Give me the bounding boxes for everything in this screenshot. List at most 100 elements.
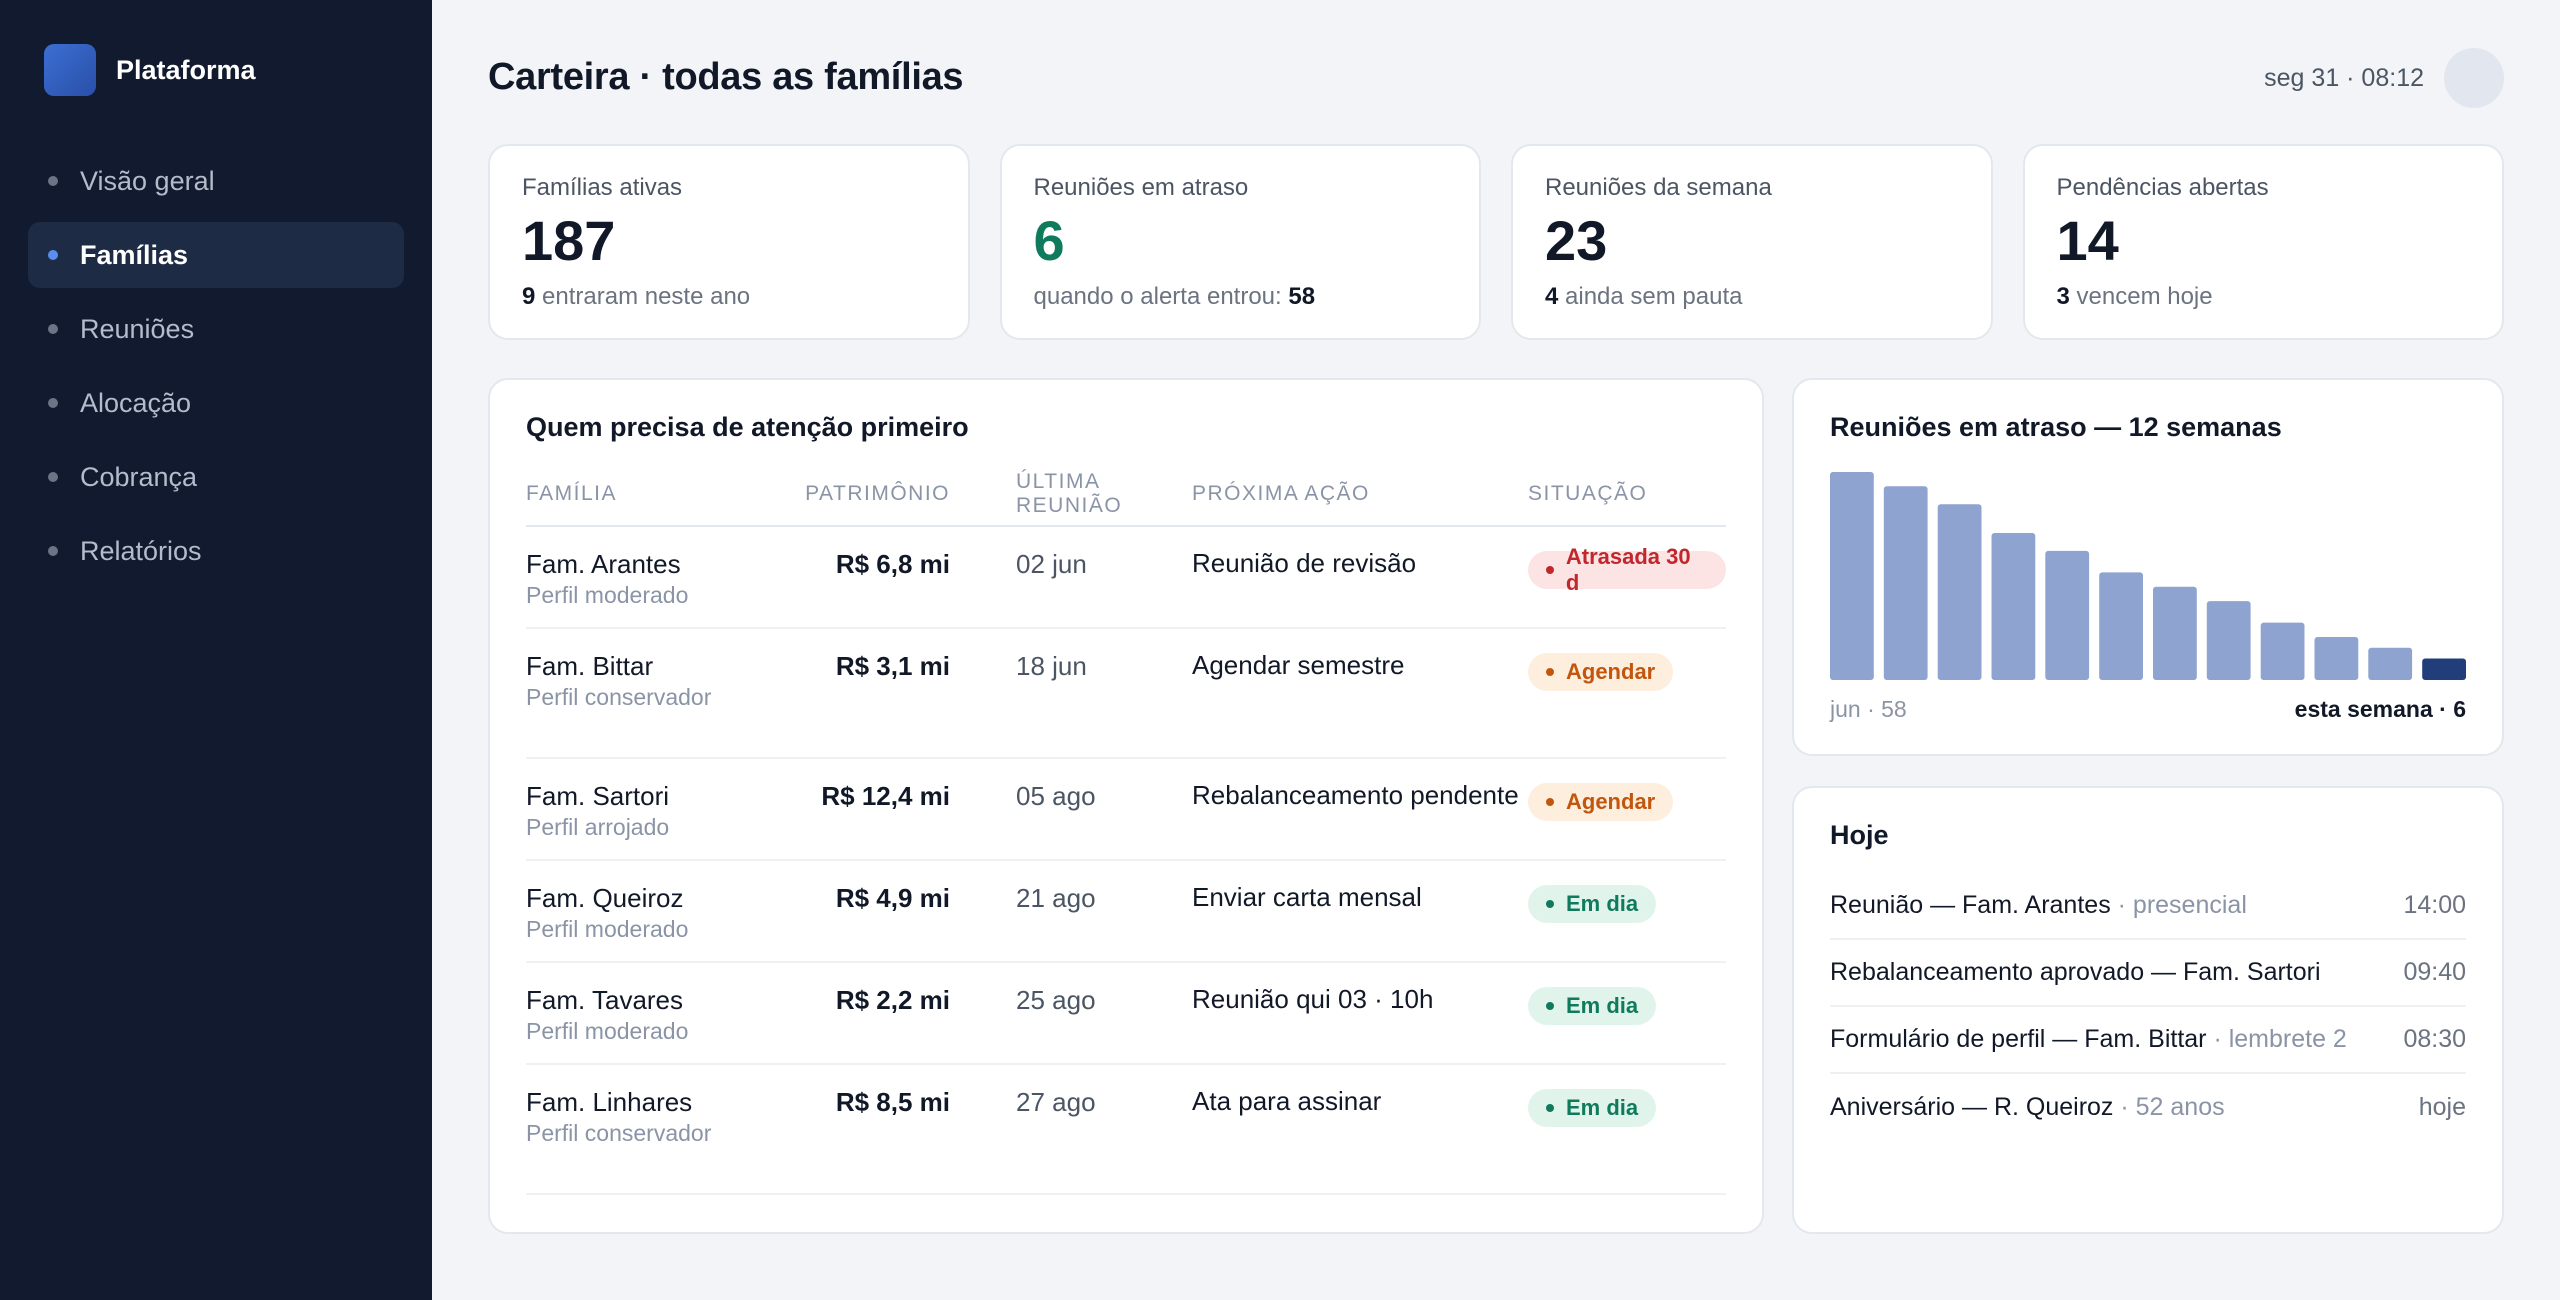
bullet-icon <box>48 324 58 334</box>
kpi-label: Pendências abertas <box>2056 174 2269 201</box>
last-meeting-cell: 21 ago <box>952 883 1152 961</box>
column-header-situacao[interactable]: Situação <box>1528 481 1648 505</box>
overdue-chart-panel: Reuniões em atraso — 12 semanas jun · 58… <box>1792 378 2504 756</box>
kpi-row: Famílias ativas 187 9 entraram neste ano… <box>488 144 2504 340</box>
next-action-cell: Reunião de revisão <box>1192 548 1528 627</box>
today-panel: Hoje Reunião — Fam. Arantes · presencial… <box>1792 786 2504 1234</box>
column-header-ultima-reuniao[interactable]: Última reunião <box>1016 469 1123 517</box>
last-meeting-date: 02 jun <box>1016 549 1087 579</box>
family-name[interactable]: Fam. Queiroz <box>526 883 684 913</box>
family-cell: Fam. Arantes Perfil moderado <box>526 549 736 627</box>
sidebar-item-visao-geral[interactable]: Visão geral <box>28 148 404 214</box>
bullet-icon <box>48 176 58 186</box>
wealth-value: R$ 2,2 mi <box>835 985 950 1015</box>
table-row[interactable]: Fam. Tavares Perfil moderado R$ 2,2 mi 25 a… <box>526 963 1726 1065</box>
page-title: Carteira · todas as famílias <box>488 56 964 98</box>
status-badge[interactable]: Em dia <box>1528 987 1657 1025</box>
sidebar-item-relatorios[interactable]: Relatórios <box>28 518 404 584</box>
today-item[interactable]: Reunião — Fam. Arantes · presencial 14:00 <box>1830 873 2466 940</box>
table-row[interactable]: Fam. Linhares Perfil conservador R$ 8,5 mi… <box>526 1065 1726 1195</box>
avatar[interactable] <box>2444 48 2504 108</box>
chart-start-label: jun · 58 <box>1830 696 1907 722</box>
family-name[interactable]: Fam. Sartori <box>526 781 670 811</box>
last-meeting-date: 25 ago <box>1016 985 1096 1015</box>
table-row[interactable]: Fam. Arantes Perfil moderado R$ 6,8 mi 02 j… <box>526 527 1726 629</box>
next-action-cell: Reunião qui 03 · 10h <box>1192 984 1528 1063</box>
bullet-icon <box>48 472 58 482</box>
status-badge[interactable]: Agendar <box>1528 783 1674 821</box>
today-item-note: · lembrete 2 <box>2206 1025 2347 1053</box>
last-meeting-cell: 18 jun <box>952 651 1152 757</box>
status-badge[interactable]: Atrasada 30 d <box>1528 544 1726 595</box>
kpi-card-pendencias[interactable]: Pendências abertas 14 3 vencem hoje <box>2022 144 2504 340</box>
family-profile: Perfil moderado <box>526 582 689 608</box>
table-row[interactable]: Fam. Sartori Perfil arrojado R$ 12,4 mi 05 … <box>526 759 1726 861</box>
brand[interactable]: Plataforma <box>44 44 256 96</box>
chart-bar-week-1[interactable] <box>1830 472 1874 680</box>
family-name[interactable]: Fam. Bittar <box>526 651 654 681</box>
kpi-sub-text: entraram neste ano <box>535 282 751 310</box>
panel-title: Quem precisa de atenção primeiro <box>526 412 969 442</box>
table-row[interactable]: Fam. Queiroz Perfil moderado R$ 4,9 mi 21 a… <box>526 861 1726 963</box>
kpi-value: 6 <box>1033 209 1065 272</box>
today-item[interactable]: Rebalanceamento aprovado — Fam. Sartori 0… <box>1830 940 2466 1007</box>
next-action-cell: Agendar semestre <box>1192 650 1528 757</box>
kpi-card-reunioes-atraso[interactable]: Reuniões em atraso 6 quando o alerta ent… <box>999 144 1481 340</box>
sidebar-item-familias[interactable]: Famílias <box>28 222 404 288</box>
column-header-familia[interactable]: Família <box>526 481 618 505</box>
today-item-note: · 52 anos <box>2113 1093 2225 1121</box>
today-item[interactable]: Formulário de perfil — Fam. Bittar · lem… <box>1830 1007 2466 1074</box>
column-header-patrimonio[interactable]: Patrimônio <box>805 481 950 505</box>
last-meeting-cell: 27 ago <box>952 1087 1152 1193</box>
chart-bar-week-11[interactable] <box>2368 647 2413 680</box>
family-name[interactable]: Fam. Arantes <box>526 549 681 579</box>
chart-bar-week-8[interactable] <box>2206 601 2251 680</box>
sidebar-item-reunioes[interactable]: Reuniões <box>28 296 404 362</box>
family-name[interactable]: Fam. Linhares <box>526 1087 693 1117</box>
family-cell: Fam. Queiroz Perfil moderado <box>526 883 736 961</box>
sidebar-item-cobranca[interactable]: Cobrança <box>28 444 404 510</box>
chart-bar-week-12[interactable] <box>2422 658 2466 681</box>
today-item-title: Reunião — Fam. Arantes <box>1830 891 2111 919</box>
chart-bar-week-2[interactable] <box>1883 486 1928 680</box>
status-label: Em dia <box>1566 993 1639 1018</box>
table-row[interactable]: Fam. Bittar Perfil conservador R$ 3,1 mi 18… <box>526 629 1726 759</box>
today-list: Reunião — Fam. Arantes · presencial 14:00… <box>1830 873 2466 1141</box>
wealth-cell: R$ 6,8 mi <box>736 549 952 627</box>
status-badge[interactable]: Em dia <box>1528 1089 1657 1127</box>
today-item-text: Reunião — Fam. Arantes · presencial <box>1830 891 2247 920</box>
chart-bar-week-3[interactable] <box>1937 504 1982 680</box>
families-table: Família Patrimônio Última reunião Próxim… <box>526 463 1726 1195</box>
status-badge[interactable]: Em dia <box>1528 885 1657 923</box>
brand-logo-icon <box>44 44 96 96</box>
bullet-icon <box>48 398 58 408</box>
family-name[interactable]: Fam. Tavares <box>526 985 684 1015</box>
chart-bar-week-7[interactable] <box>2153 586 2197 680</box>
kpi-value: 187 <box>522 209 616 272</box>
status-cell: Em dia <box>1528 883 1726 961</box>
chart-bar-week-10[interactable] <box>2314 637 2359 680</box>
table-body: Fam. Arantes Perfil moderado R$ 6,8 mi 02 j… <box>526 527 1726 1195</box>
kpi-card-reunioes-semana[interactable]: Reuniões da semana 23 4 ainda sem pauta <box>1511 144 1993 340</box>
bullet-icon <box>48 546 58 556</box>
chart-bar-week-6[interactable] <box>2099 572 2143 680</box>
status-dot-icon <box>1546 1002 1554 1010</box>
today-item-note: · presencial <box>2110 891 2247 919</box>
status-label: Em dia <box>1566 1095 1639 1120</box>
kpi-card-familias-ativas[interactable]: Famílias ativas 187 9 entraram neste ano <box>488 144 970 340</box>
today-item-title: Rebalanceamento aprovado — Fam. Sartori <box>1830 958 2321 986</box>
today-item[interactable]: Aniversário — R. Queiroz · 52 anos hoje <box>1830 1074 2466 1141</box>
kpi-sub-text: ainda sem pauta <box>1558 282 1743 310</box>
sidebar-item-alocacao[interactable]: Alocação <box>28 370 404 436</box>
chart-bar-week-9[interactable] <box>2260 622 2305 680</box>
chart-bar-week-5[interactable] <box>2045 550 2090 680</box>
column-header-proxima-acao[interactable]: Próxima ação <box>1192 481 1370 505</box>
today-item-text: Formulário de perfil — Fam. Bittar · lem… <box>1830 1025 2347 1054</box>
status-badge[interactable]: Agendar <box>1528 653 1674 691</box>
kpi-sub-strong: 3 <box>2056 282 2070 310</box>
chart-title: Reuniões em atraso — 12 semanas <box>1830 412 2282 442</box>
chart-bar-week-4[interactable] <box>1991 533 2036 680</box>
today-item-text: Aniversário — R. Queiroz · 52 anos <box>1830 1093 2225 1122</box>
family-profile: Perfil arrojado <box>526 814 670 840</box>
wealth-value: R$ 4,9 mi <box>835 883 950 913</box>
